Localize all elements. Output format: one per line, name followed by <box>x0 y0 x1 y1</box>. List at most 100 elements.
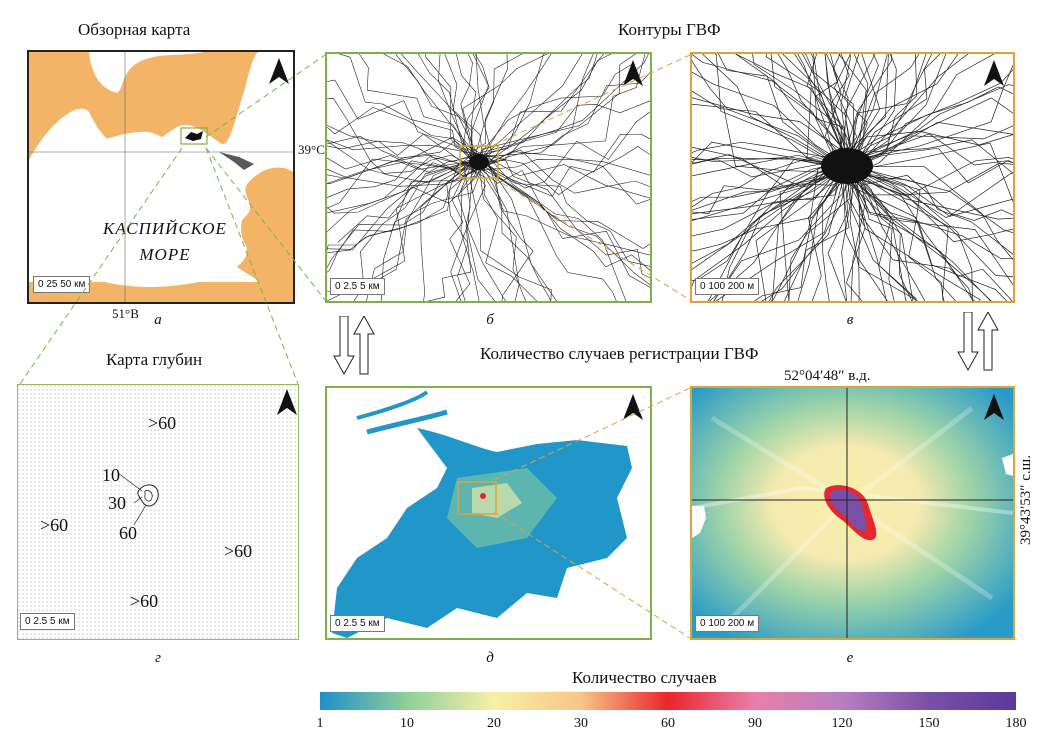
contour-line <box>721 158 846 301</box>
contour-line <box>483 54 594 166</box>
contour-line <box>839 174 895 301</box>
contour-line <box>851 166 949 301</box>
contour-line <box>476 165 650 286</box>
contour-line <box>850 133 1013 166</box>
contour-line <box>382 54 486 166</box>
contour-line <box>735 54 855 175</box>
count-map-title: Количество случаев регистрации ГВФ <box>480 344 759 363</box>
legend-tick-label: 180 <box>1005 716 1027 731</box>
contour-line <box>850 54 969 173</box>
contour-line <box>765 54 854 174</box>
contour-line <box>692 71 848 167</box>
contour-line <box>485 171 520 301</box>
contour-line <box>850 169 944 301</box>
contour-line <box>838 165 973 301</box>
contour-line <box>479 158 650 176</box>
contour-line <box>327 168 478 187</box>
contour-line <box>852 173 976 301</box>
contour-line <box>692 60 839 165</box>
contours-scale-bar: 0 2.5 5 км <box>330 278 385 295</box>
contour-line <box>788 167 854 301</box>
contour-line <box>841 159 1008 301</box>
contour-line <box>327 154 478 184</box>
contour-line <box>770 162 846 301</box>
caption-v: в <box>846 312 854 328</box>
contour-line <box>692 167 849 252</box>
contour-line <box>856 173 973 301</box>
contour-line <box>327 154 486 209</box>
contour-line <box>797 157 848 301</box>
contour-line <box>838 166 854 301</box>
contour-line <box>851 166 1013 261</box>
double-arrow-icon <box>957 312 999 372</box>
contour-line <box>327 140 478 185</box>
contour-line <box>444 54 485 172</box>
contour-line <box>852 54 941 171</box>
contour-line <box>366 158 476 301</box>
contour-line <box>838 164 861 301</box>
depth-contour-label: 60 <box>119 523 137 543</box>
contour-line <box>358 54 475 161</box>
contour-line <box>486 151 650 205</box>
contour-line <box>838 54 867 168</box>
contour-line <box>470 100 650 156</box>
contour-line <box>840 164 866 301</box>
legend-tick-label: 30 <box>574 716 588 731</box>
overview-map-title: Обзорная карта <box>78 20 191 39</box>
contour-line <box>849 161 918 301</box>
contour-line <box>843 64 1013 164</box>
contour-line <box>692 141 838 160</box>
contour-line <box>478 54 552 163</box>
contour-line <box>846 162 887 301</box>
contour-line <box>822 170 844 301</box>
contour-line <box>327 158 485 250</box>
latitude-label: 39°С <box>298 142 325 157</box>
contour-line <box>824 54 850 166</box>
count-overview-svg <box>332 390 632 638</box>
contour-line <box>460 152 488 301</box>
contour-line <box>327 155 473 233</box>
contour-line <box>852 97 1013 159</box>
contour-line <box>480 54 598 168</box>
contour-line <box>470 54 523 171</box>
contour-line <box>824 54 843 158</box>
contour-line <box>842 131 1013 172</box>
legend-tick-label: 150 <box>918 716 940 731</box>
contour-line <box>856 172 1013 278</box>
contour-core <box>821 148 873 184</box>
contour-line <box>327 135 473 169</box>
contour-line <box>846 166 1013 260</box>
zoom-extent-box <box>459 145 499 179</box>
contour-line <box>486 160 650 279</box>
contour-line <box>845 167 918 301</box>
contour-line <box>850 163 981 301</box>
contour-line <box>842 173 1013 234</box>
double-arrow-icon <box>333 316 375 376</box>
contour-line <box>327 162 482 252</box>
depth-map-svg <box>18 385 298 639</box>
contour-line <box>488 54 605 153</box>
contour-line <box>482 54 544 172</box>
contour-line <box>338 54 472 157</box>
depth-label: >60 <box>40 515 69 535</box>
contour-line <box>473 160 650 256</box>
overview-map-svg <box>29 52 293 302</box>
contour-line <box>472 133 650 197</box>
depth-scale-bar: 0 2.5 5 км <box>20 613 75 630</box>
contour-line <box>856 166 908 301</box>
longitude-coordinate: 52°04′48″ в.д. <box>784 368 871 384</box>
contour-line <box>425 54 480 169</box>
contour-line <box>337 159 489 243</box>
contour-line <box>438 54 472 158</box>
count-overview-panel: 0 2.5 5 км <box>325 386 652 640</box>
contour-line <box>839 161 1013 195</box>
depth-label: >60 <box>148 413 177 433</box>
caption-b: б <box>486 312 494 328</box>
contour-line <box>845 86 1013 160</box>
contour-line <box>692 154 852 177</box>
contour-line <box>839 54 933 172</box>
contour-line <box>474 158 650 271</box>
contour-line <box>807 172 851 301</box>
contour-line <box>830 54 857 158</box>
